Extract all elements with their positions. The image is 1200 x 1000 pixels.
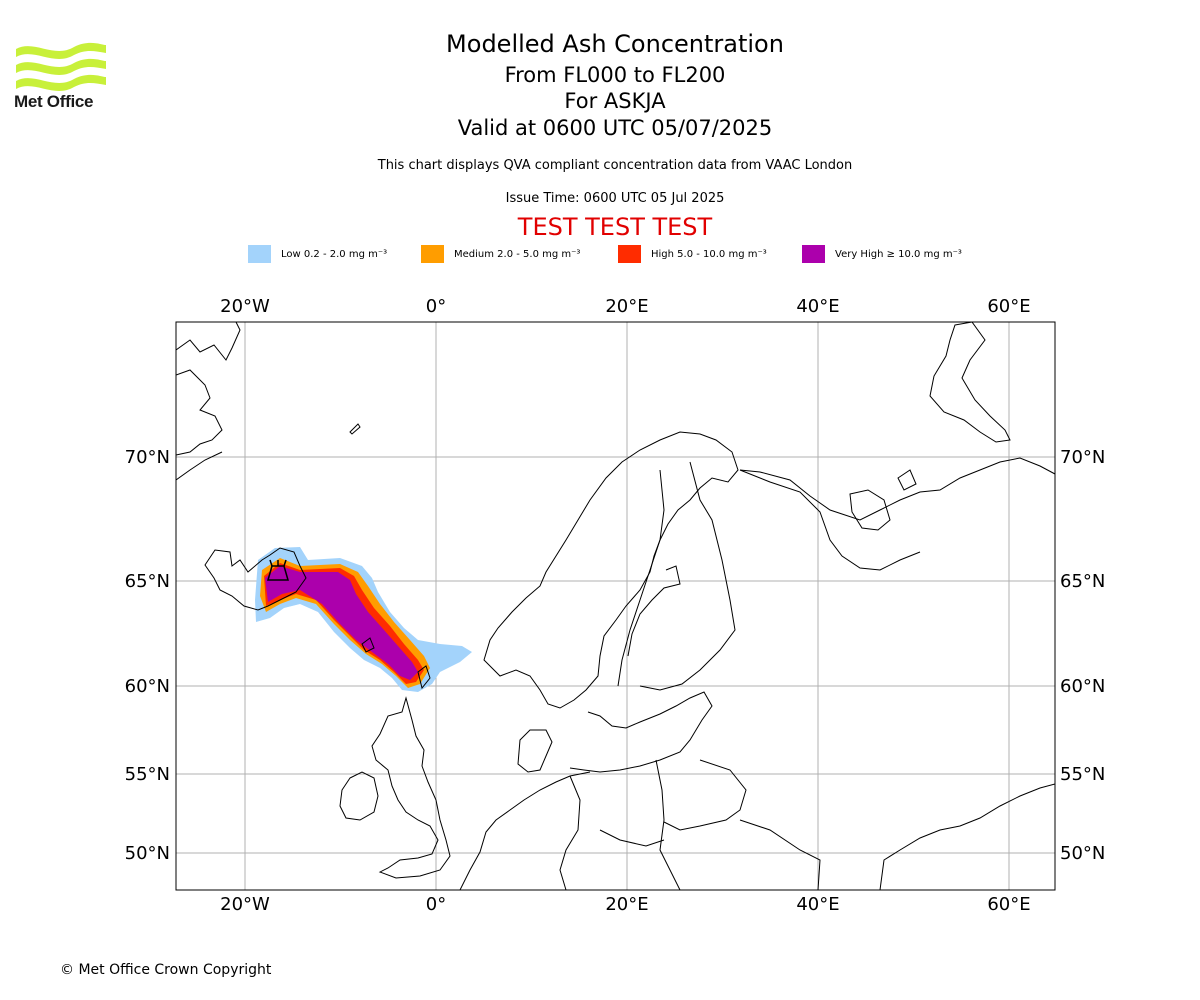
- coastlines: [176, 322, 1055, 890]
- chart-title: Modelled Ash Concentration: [446, 30, 784, 58]
- lat-label-right-55n: 55°N: [1060, 764, 1105, 785]
- volcano-name: For ASKJA: [564, 89, 666, 113]
- lon-label-bottom-0: 0°: [426, 894, 446, 915]
- lon-label-top-20w: 20°W: [220, 296, 270, 317]
- legend-swatch-very-high: [802, 245, 825, 263]
- map-frame: [175, 321, 1056, 891]
- legend-item-very-high: Very High ≥ 10.0 mg m⁻³: [802, 244, 962, 264]
- lon-label-bottom-40e: 40°E: [796, 894, 839, 915]
- legend-item-medium: Medium 2.0 - 5.0 mg m⁻³: [421, 244, 580, 264]
- legend-item-low: Low 0.2 - 2.0 mg m⁻³: [248, 244, 387, 264]
- legend-label-low: Low 0.2 - 2.0 mg m⁻³: [281, 248, 388, 260]
- lon-label-top-0: 0°: [426, 296, 446, 317]
- lon-label-top-20e: 20°E: [605, 296, 648, 317]
- iceland-coast: [204, 547, 307, 611]
- met-office-logo: [16, 42, 106, 91]
- legend-label-high: High 5.0 - 10.0 mg m⁻³: [651, 248, 767, 260]
- legend-label-very-high: Very High ≥ 10.0 mg m⁻³: [835, 248, 962, 260]
- scandinavia-coast: [483, 431, 739, 709]
- lat-label-right-60n: 60°N: [1060, 676, 1105, 697]
- lat-label-left-50n: 50°N: [125, 843, 170, 864]
- valid-time: Valid at 0600 UTC 05/07/2025: [457, 116, 773, 140]
- legend-swatch-low: [248, 245, 271, 263]
- lat-label-left-55n: 55°N: [125, 764, 170, 785]
- lon-label-bottom-60e: 60°E: [987, 894, 1030, 915]
- lon-label-bottom-20w: 20°W: [220, 894, 270, 915]
- lat-label-left-60n: 60°N: [125, 676, 170, 697]
- legend-label-medium: Medium 2.0 - 5.0 mg m⁻³: [454, 248, 581, 260]
- lon-label-top-60e: 60°E: [987, 296, 1030, 317]
- lat-label-left-70n: 70°N: [125, 447, 170, 468]
- logo-wordmark: Met Office: [14, 92, 94, 111]
- lat-label-right-70n: 70°N: [1060, 447, 1105, 468]
- novaya-zemlya-coast: [929, 322, 1011, 443]
- flight-level-range: From FL000 to FL200: [504, 63, 726, 87]
- legend-swatch-medium: [421, 245, 444, 263]
- map-content: [176, 322, 1055, 890]
- copyright: © Met Office Crown Copyright: [60, 962, 272, 978]
- denmark-coast: [517, 729, 553, 773]
- chart-description: This chart displays QVA compliant concen…: [377, 158, 853, 173]
- ireland-coast: [339, 771, 379, 821]
- issue-time: Issue Time: 0600 UTC 05 Jul 2025: [505, 191, 725, 206]
- lat-label-right-50n: 50°N: [1060, 843, 1105, 864]
- volcano-marker: [267, 559, 289, 581]
- lat-label-left-65n: 65°N: [125, 571, 170, 592]
- lon-label-top-40e: 40°E: [796, 296, 839, 317]
- legend-swatch-high: [618, 245, 641, 263]
- test-banner: TEST TEST TEST: [517, 213, 713, 241]
- legend-item-high: High 5.0 - 10.0 mg m⁻³: [618, 244, 767, 264]
- lon-label-bottom-20e: 20°E: [605, 894, 648, 915]
- ash-very-high-region: [265, 566, 418, 680]
- lat-label-right-65n: 65°N: [1060, 571, 1105, 592]
- great-britain-coast: [371, 696, 451, 879]
